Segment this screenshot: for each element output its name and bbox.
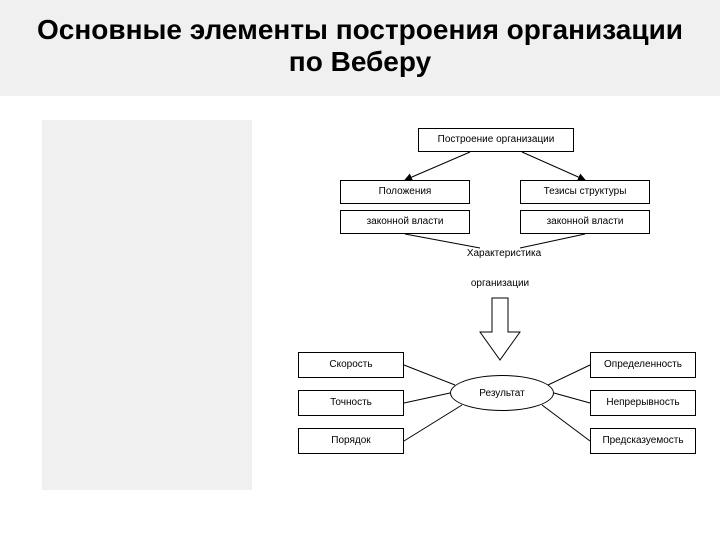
node-right-upper-label: Тезисы структуры [544,186,627,198]
node-right-lower: законной власти [520,210,650,234]
node-char1-label: Характеристика [467,248,541,259]
node-continuity-label: Непрерывность [606,397,679,409]
edge-res-continuity [554,393,590,403]
node-top: Построение организации [418,128,574,152]
edge-res-speed [404,365,455,385]
node-certainty-label: Определенность [604,359,682,371]
node-order: Порядок [298,428,404,454]
edge-res-certainty [548,365,590,385]
node-result-label: Результат [479,388,524,399]
node-left-lower: законной власти [340,210,470,234]
node-predict: Предсказуемость [590,428,696,454]
edge-right-char [520,234,585,248]
node-result: Результат [450,375,554,411]
edge-top-left [405,152,470,180]
node-left-upper-label: Положения [379,186,432,198]
edge-left-char [405,234,480,248]
block-arrow-icon [480,298,520,360]
node-right-upper: Тезисы структуры [520,180,650,204]
node-char2: организации [456,278,544,289]
node-accuracy-label: Точность [330,397,372,409]
node-order-label: Порядок [331,435,370,447]
edge-top-right [522,152,585,180]
node-speed: Скорость [298,352,404,378]
edge-res-predict [542,405,590,441]
node-predict-label: Предсказуемость [602,435,683,447]
node-accuracy: Точность [298,390,404,416]
node-char1: Характеристика [454,248,554,259]
node-speed-label: Скорость [329,359,372,371]
node-left-upper: Положения [340,180,470,204]
diagram-connectors [0,0,720,540]
node-char2-label: организации [471,278,529,289]
edge-res-order [404,405,462,441]
node-right-lower-label: законной власти [547,216,624,228]
node-top-label: Построение организации [438,134,555,146]
diagram-container: Построение организации Положения законно… [0,0,720,540]
node-certainty: Определенность [590,352,696,378]
edge-res-accuracy [404,393,450,403]
node-continuity: Непрерывность [590,390,696,416]
node-left-lower-label: законной власти [367,216,444,228]
